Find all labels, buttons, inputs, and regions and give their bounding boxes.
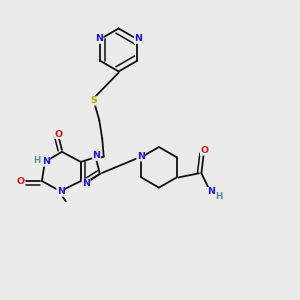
Text: N: N	[57, 187, 65, 196]
Text: S: S	[90, 96, 97, 105]
Text: H: H	[215, 192, 223, 201]
Text: H: H	[33, 156, 40, 165]
Text: N: N	[137, 152, 145, 161]
Text: N: N	[42, 157, 50, 166]
Text: O: O	[17, 177, 25, 186]
Text: N: N	[134, 34, 142, 43]
Text: O: O	[200, 146, 208, 155]
Text: N: N	[92, 152, 101, 160]
Text: O: O	[54, 130, 62, 139]
Text: N: N	[207, 187, 215, 196]
Text: N: N	[95, 34, 103, 43]
Text: N: N	[82, 179, 90, 188]
